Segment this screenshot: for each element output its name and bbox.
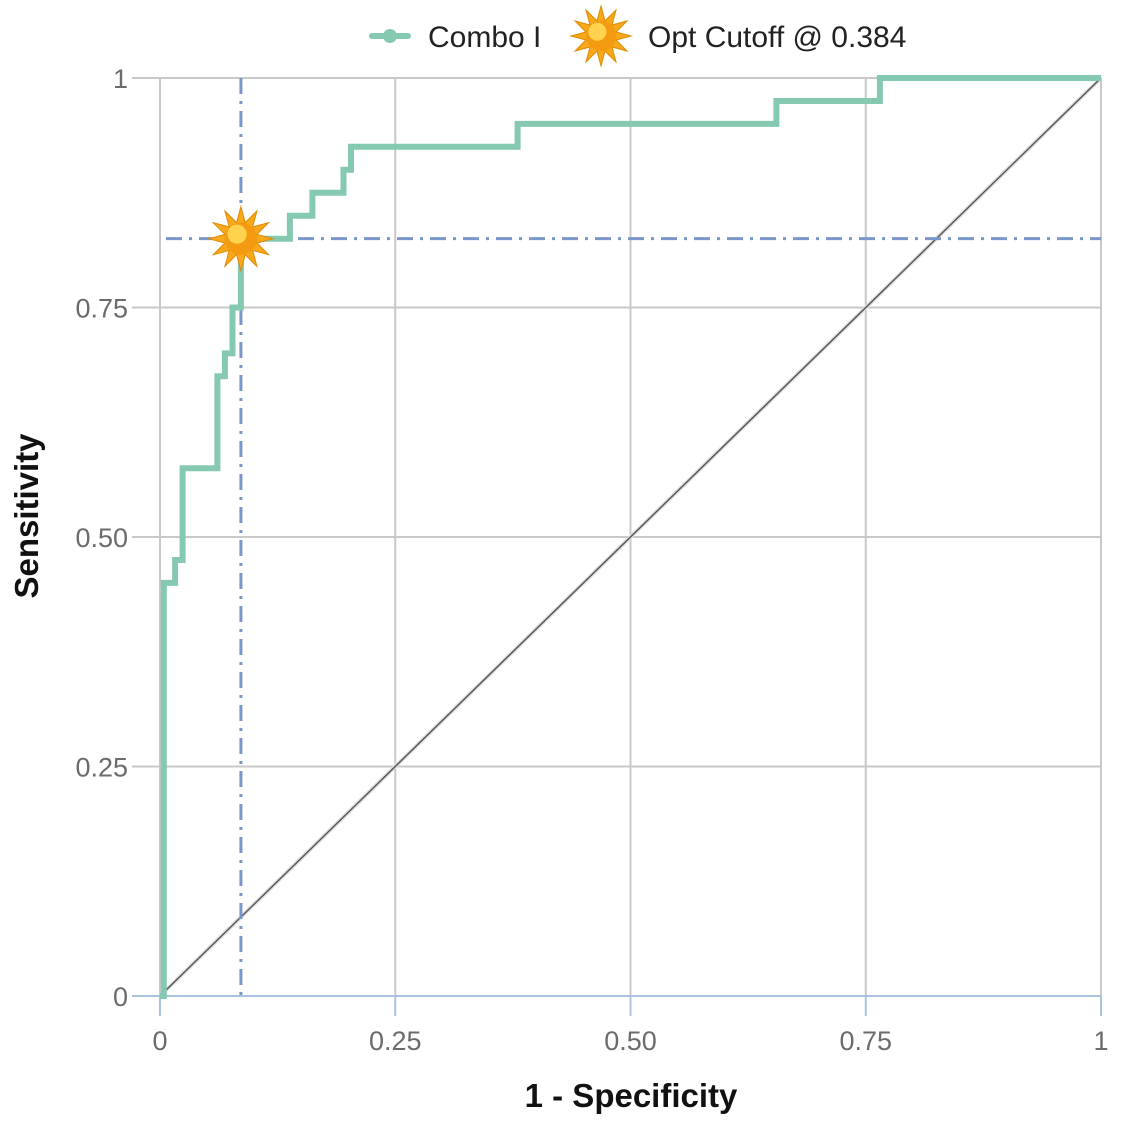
cutoff-guides (166, 78, 1101, 996)
x-tick-labels: 0 0.25 0.50 0.75 1 (152, 1026, 1108, 1056)
x-tick-label: 1 (1093, 1026, 1108, 1056)
x-tick-label: 0.50 (604, 1026, 657, 1056)
y-tick-label: 1 (113, 64, 128, 94)
x-tick-label: 0.75 (839, 1026, 892, 1056)
legend-label-cutoff: Opt Cutoff @ 0.384 (648, 21, 906, 54)
optimal-cutoff-marker (206, 204, 275, 273)
reference-line (159, 77, 1102, 997)
y-axis-title: Sensitivity (8, 433, 45, 599)
sun-icon (569, 4, 633, 68)
y-tick-label: 0.25 (75, 753, 128, 783)
grid-lines (132, 77, 1102, 996)
axes (132, 78, 1102, 1016)
legend-label-combo: Combo I (428, 21, 541, 54)
cutoff-marker (206, 204, 275, 273)
y-tick-labels: 0 0.25 0.50 0.75 1 (75, 64, 128, 1012)
x-tick-label: 0 (152, 1026, 167, 1056)
legend: Combo I Opt Cutoff @ 0.384 (369, 4, 906, 68)
sun-highlight (227, 224, 247, 244)
y-tick-label: 0.50 (75, 523, 128, 553)
y-tick-label: 0.75 (75, 294, 128, 324)
legend-sun-swatch (569, 4, 633, 68)
sun-highlight (588, 22, 607, 41)
y-tick-label: 0 (113, 982, 128, 1012)
legend-dot-swatch (383, 29, 397, 43)
x-tick-label: 0.25 (369, 1026, 422, 1056)
x-axis-title: 1 - Specificity (525, 1077, 738, 1114)
reference-diagonal (158, 76, 1103, 998)
